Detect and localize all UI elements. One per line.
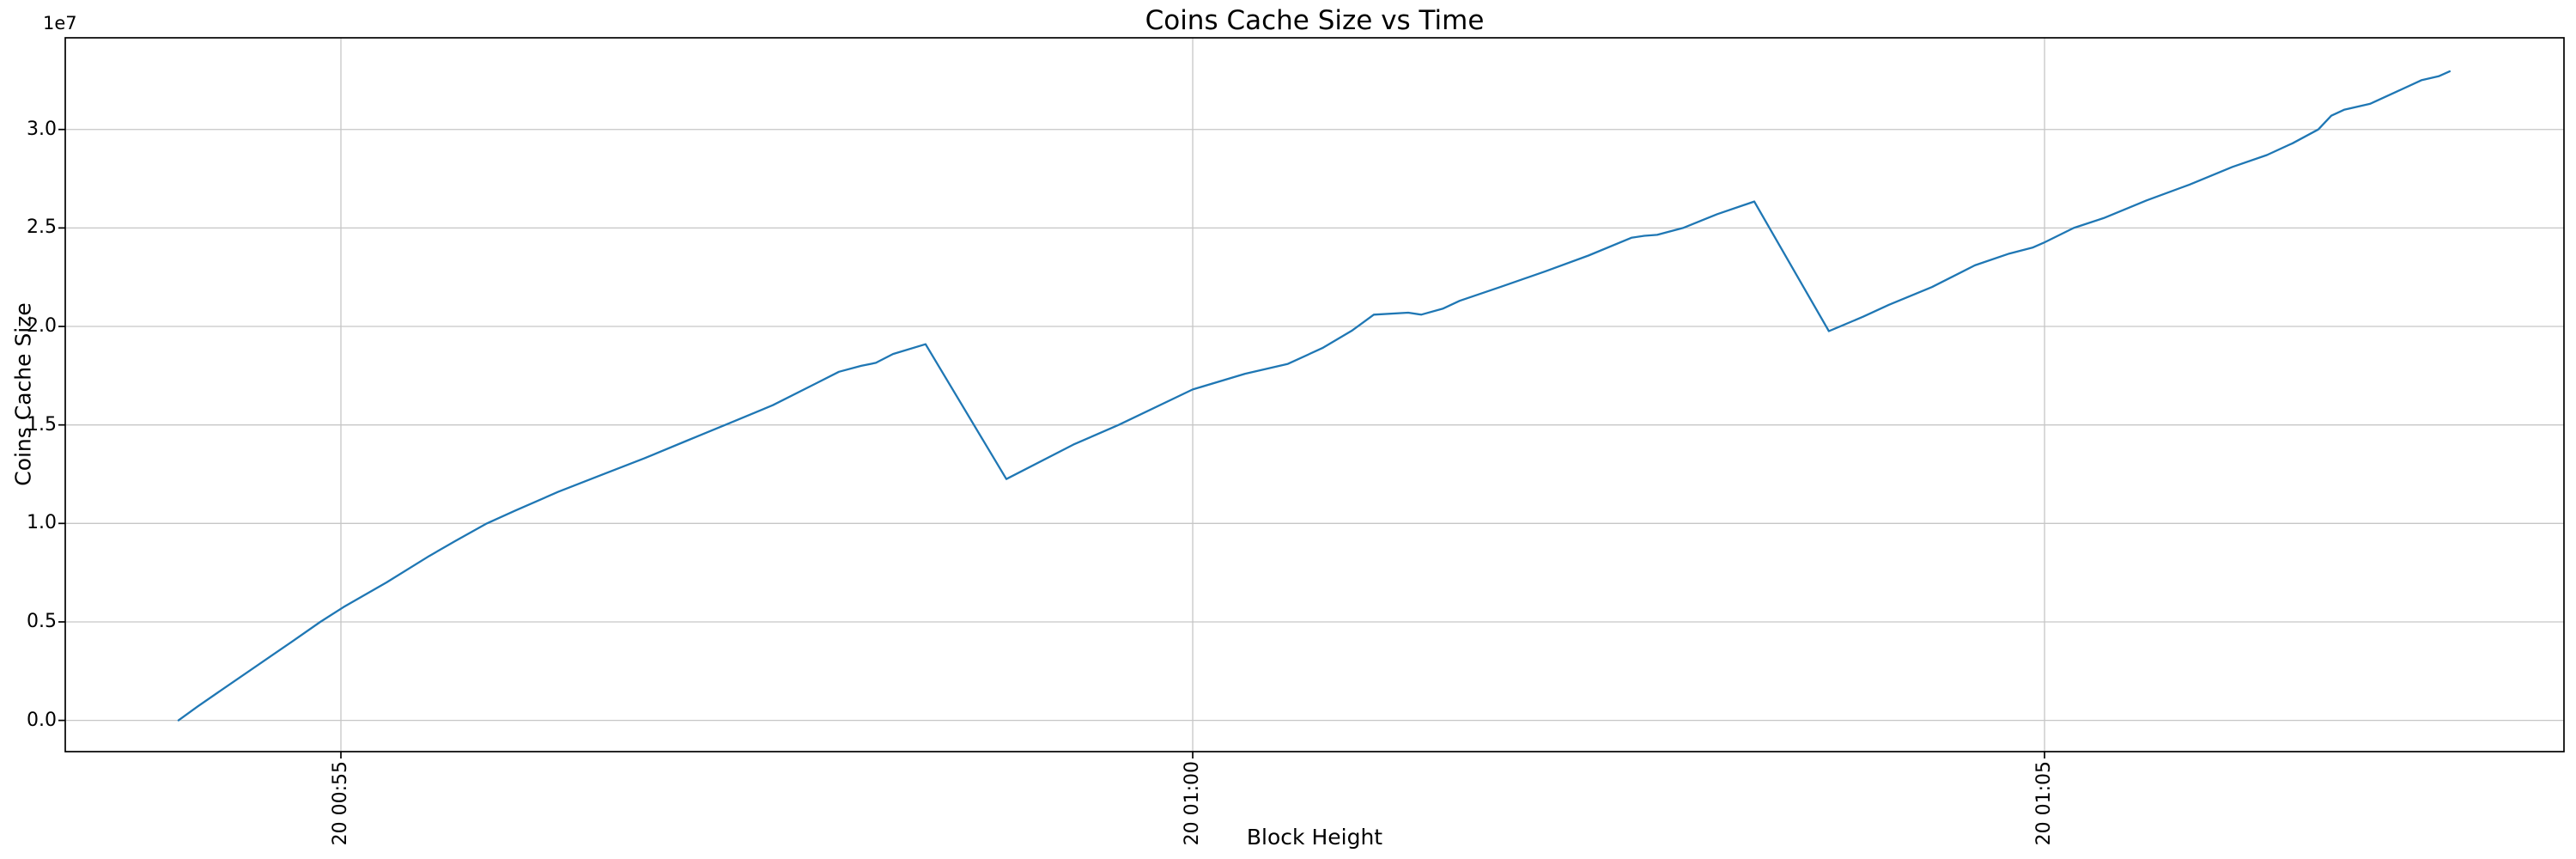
y-tick-label: 1.5 — [27, 413, 57, 436]
y-tick-label: 2.0 — [27, 315, 57, 338]
y-axis-offset-label: 1e7 — [43, 13, 77, 34]
x-tick-label: 20 00:55 — [330, 761, 352, 846]
y-tick-label: 0.5 — [27, 610, 57, 632]
series-line — [177, 70, 2451, 722]
chart-title: Coins Cache Size vs Time — [1145, 5, 1485, 36]
y-tick-label: 2.5 — [27, 216, 57, 239]
y-tick-label: 3.0 — [27, 118, 57, 140]
x-tick-label: 20 01:00 — [1182, 761, 1204, 846]
x-tick-label: 20 01:05 — [2033, 761, 2056, 846]
x-axis-label: Block Height — [1246, 825, 1383, 850]
y-tick-label: 1.0 — [27, 512, 57, 534]
axes-frame — [64, 37, 2565, 752]
y-tick-label: 0.0 — [27, 709, 57, 731]
